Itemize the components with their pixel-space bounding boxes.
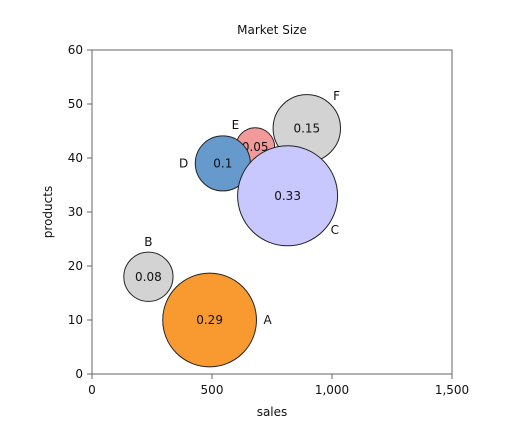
y-tick-label: 30 bbox=[68, 205, 83, 219]
bubble-name-label: C bbox=[331, 223, 339, 237]
bubble-value-label: 0.1 bbox=[213, 156, 232, 170]
x-tick-label: 0 bbox=[88, 383, 96, 397]
bubble-name-label: A bbox=[263, 313, 272, 327]
x-tick-label: 500 bbox=[201, 383, 224, 397]
y-tick-label: 10 bbox=[68, 313, 83, 327]
bubble-name-label: B bbox=[144, 235, 152, 249]
chart-title: Market Size bbox=[237, 23, 307, 37]
y-tick-label: 0 bbox=[75, 367, 83, 381]
x-axis-title: sales bbox=[257, 405, 288, 419]
bubble-circle bbox=[162, 272, 257, 368]
y-tick-label: 40 bbox=[68, 151, 83, 165]
bubble-c: 0.33 C bbox=[237, 145, 339, 247]
x-tick-label: 1,000 bbox=[315, 383, 349, 397]
bubble-a: 0.29 A bbox=[162, 272, 272, 368]
bubble-value-label: 0.33 bbox=[274, 189, 301, 203]
bubble-value-label: 0.29 bbox=[196, 313, 223, 327]
y-tick-label: 20 bbox=[68, 259, 83, 273]
bubble-name-label: F bbox=[333, 89, 340, 103]
bubble-value-label: 0.15 bbox=[293, 121, 320, 135]
bubble-value-label: 0.05 bbox=[242, 140, 269, 154]
y-tick-label: 50 bbox=[68, 97, 83, 111]
x-tick-label: 1,500 bbox=[435, 383, 469, 397]
y-tick-label: 60 bbox=[68, 43, 83, 57]
bubble-name-label: E bbox=[232, 118, 240, 132]
bubble-value-label: 0.08 bbox=[135, 270, 162, 284]
bubble-circle bbox=[237, 145, 339, 247]
bubble-circle bbox=[123, 251, 174, 302]
bubble-name-label: D bbox=[179, 156, 188, 170]
y-axis-title: products bbox=[41, 186, 55, 238]
bubble-b: 0.08 B bbox=[123, 235, 174, 302]
